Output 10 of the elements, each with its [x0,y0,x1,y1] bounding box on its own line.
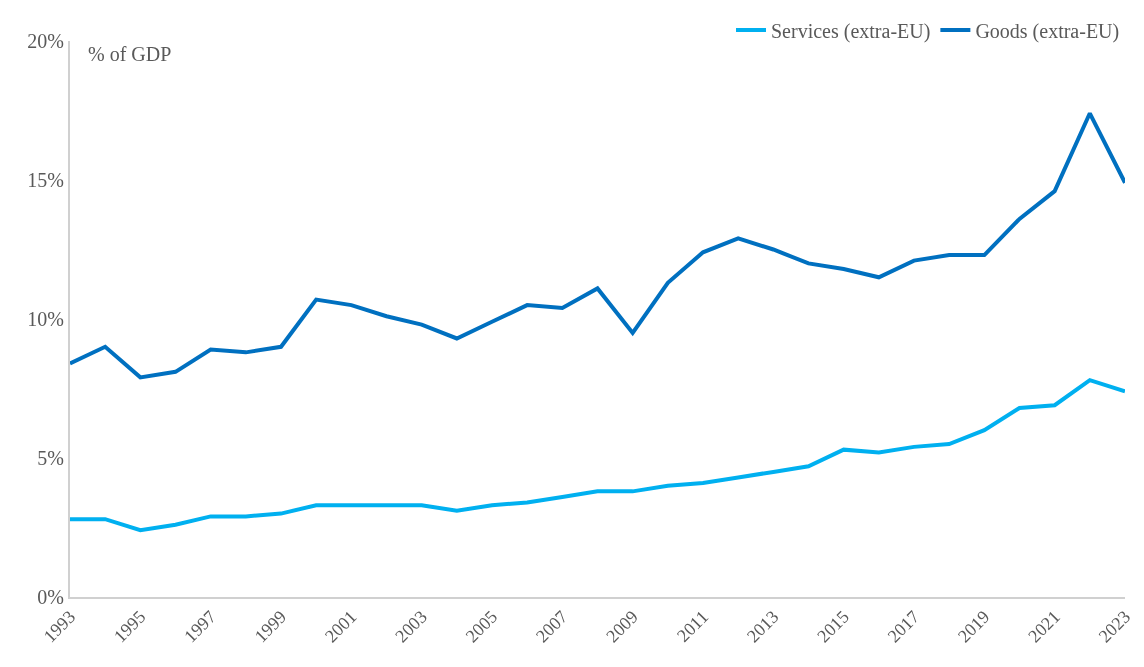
y-tick-label: 10% [27,308,64,330]
line-series [70,111,1125,380]
y-tick-label: 0% [37,586,64,608]
y-tick-label: 15% [27,169,64,191]
y-axis-title: % of GDP [88,43,172,65]
y-tick-label: 20% [27,30,64,52]
legend-label: Goods (extra-EU) [975,19,1120,43]
y-tick-label: 5% [37,447,64,469]
line-series [70,378,1125,533]
legend-label: Services (extra-EU) [771,19,931,43]
